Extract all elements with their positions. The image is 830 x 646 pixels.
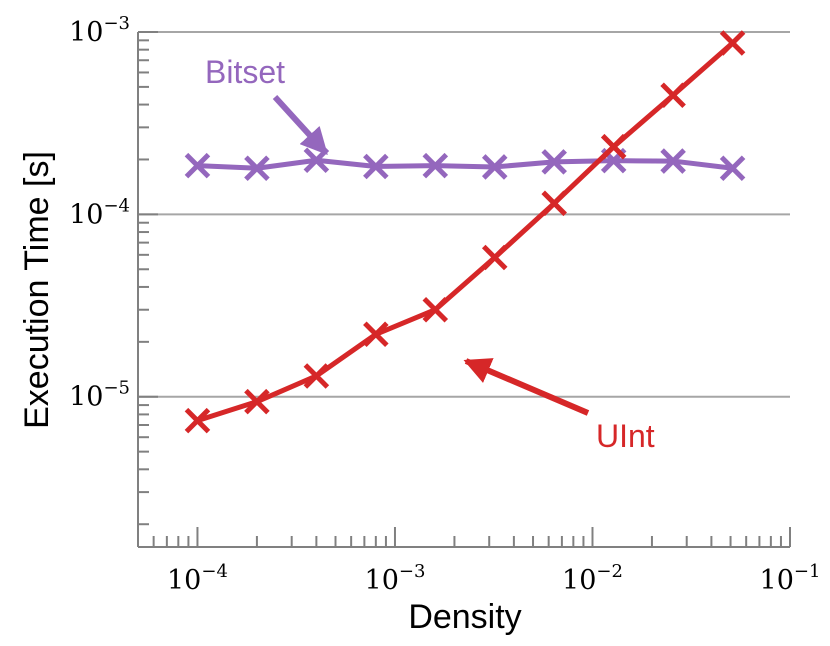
data-point-bitset-1 xyxy=(244,155,270,182)
x-axis-label: Density xyxy=(408,598,521,636)
marker-stroke xyxy=(303,363,330,389)
axes xyxy=(137,31,791,548)
data-point-uint-5 xyxy=(481,244,508,271)
series-uint xyxy=(184,30,746,434)
grid-lines xyxy=(138,31,790,398)
x-tick-label-2: 10−2 xyxy=(562,561,623,596)
marker-stroke xyxy=(481,244,508,271)
annotation-uint-label: UInt xyxy=(596,418,655,454)
data-point-uint-9 xyxy=(719,30,746,56)
series-layer xyxy=(184,30,746,434)
data-point-bitset-6 xyxy=(541,149,567,175)
data-point-uint-8 xyxy=(660,82,686,109)
data-point-uint-3 xyxy=(363,321,389,348)
marker-stroke xyxy=(184,152,211,179)
annotation-uint-arrow xyxy=(463,358,590,416)
data-point-uint-2 xyxy=(303,363,330,389)
y-tick-label-1: 10−4 xyxy=(69,195,130,230)
y-tick-label-2: 10−3 xyxy=(69,13,130,48)
data-point-bitset-5 xyxy=(481,154,508,180)
annotation-bitset-arrow xyxy=(272,94,329,156)
data-point-bitset-9 xyxy=(719,155,746,182)
marker-stroke xyxy=(719,30,746,56)
marker-stroke xyxy=(719,155,746,182)
data-point-bitset-0 xyxy=(184,152,211,179)
marker-stroke xyxy=(363,153,389,180)
marker-stroke xyxy=(184,407,211,434)
marker-stroke xyxy=(541,149,567,175)
marker-stroke xyxy=(422,152,449,179)
x-tick-label-0: 10−4 xyxy=(167,561,228,596)
data-point-uint-7 xyxy=(600,133,627,160)
marker-stroke xyxy=(660,148,686,174)
data-point-uint-4 xyxy=(422,296,449,323)
series-line-bitset xyxy=(197,157,733,171)
data-point-uint-0 xyxy=(184,407,211,434)
annotation-bitset-label: Bitset xyxy=(205,54,285,90)
marker-stroke xyxy=(541,190,567,217)
marker-stroke xyxy=(422,296,449,323)
marker-stroke xyxy=(244,388,270,415)
data-point-uint-6 xyxy=(541,190,567,217)
y-axis-label: Execution Time [s] xyxy=(18,151,56,429)
data-point-uint-1 xyxy=(244,388,270,415)
x-tick-label-3: 10−1 xyxy=(760,561,821,596)
x-tick-label-1: 10−3 xyxy=(365,561,426,596)
marker-stroke xyxy=(660,82,686,109)
marker-stroke xyxy=(600,133,627,160)
marker-stroke xyxy=(363,321,389,348)
series-bitset xyxy=(184,147,746,182)
tick-labels: 10−4 10−3 10−2 10−1 10−5 10−4 10−3 xyxy=(69,13,820,596)
y-tick-label-0: 10−5 xyxy=(69,378,130,413)
series-line-uint xyxy=(196,41,735,423)
data-point-bitset-3 xyxy=(363,153,389,180)
data-point-bitset-8 xyxy=(660,148,686,174)
marker-stroke xyxy=(244,155,270,182)
data-point-bitset-4 xyxy=(422,152,449,179)
marker-stroke xyxy=(481,154,508,180)
